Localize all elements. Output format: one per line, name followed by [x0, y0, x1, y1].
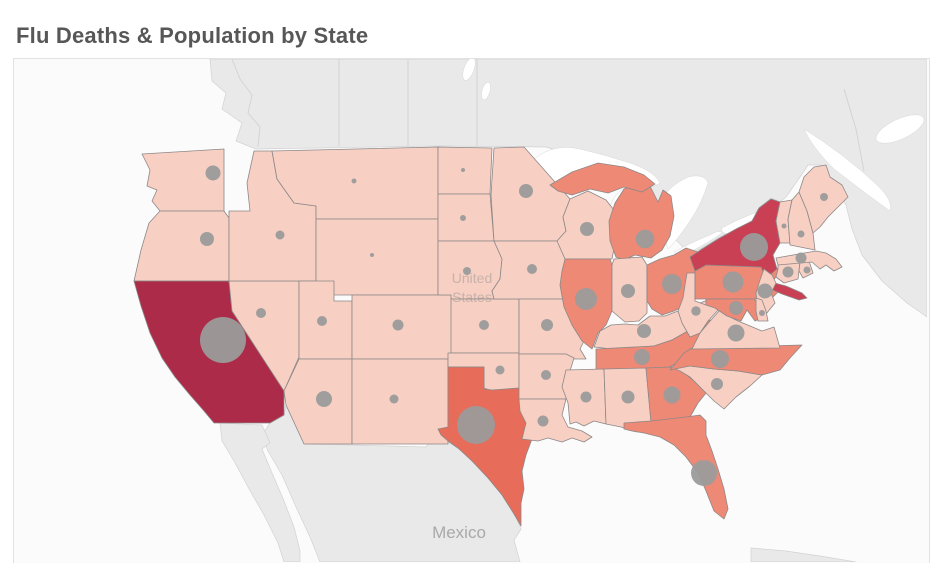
population-bubble-ri[interactable]: [803, 266, 811, 274]
population-bubble-nh[interactable]: [797, 230, 805, 238]
population-bubble-az[interactable]: [316, 391, 332, 407]
population-bubble-ma[interactable]: [795, 252, 807, 264]
population-bubble-ks[interactable]: [479, 320, 489, 330]
population-bubble-ky[interactable]: [637, 324, 651, 338]
population-bubble-nj[interactable]: [757, 283, 773, 299]
population-bubbles-layer: [200, 165, 828, 486]
population-bubble-ny[interactable]: [740, 233, 768, 261]
population-bubble-nm[interactable]: [389, 394, 399, 404]
population-bubble-mt[interactable]: [351, 178, 357, 184]
population-bubble-va[interactable]: [727, 324, 745, 342]
population-bubble-pa[interactable]: [722, 271, 744, 293]
population-bubble-de[interactable]: [759, 310, 765, 316]
population-bubble-ok[interactable]: [495, 365, 505, 375]
population-bubble-co[interactable]: [392, 319, 404, 331]
population-bubble-la[interactable]: [537, 415, 549, 427]
population-bubble-fl[interactable]: [691, 460, 717, 486]
population-bubble-ga[interactable]: [663, 386, 681, 404]
us-map-panel: United States Mexico: [13, 58, 930, 563]
population-bubble-mo[interactable]: [541, 319, 553, 331]
inland-water: [875, 114, 925, 144]
state-new-mexico[interactable]: [351, 358, 449, 445]
population-bubble-tn[interactable]: [634, 349, 650, 365]
population-bubble-or[interactable]: [200, 232, 214, 246]
population-bubble-wi[interactable]: [580, 222, 594, 236]
population-bubble-ia[interactable]: [527, 264, 537, 274]
state-north-dakota[interactable]: [437, 146, 493, 195]
population-bubble-sd[interactable]: [460, 215, 466, 221]
population-bubble-ar[interactable]: [541, 370, 551, 380]
population-bubble-in[interactable]: [621, 284, 635, 298]
population-bubble-wy[interactable]: [370, 253, 374, 257]
population-bubble-nv[interactable]: [256, 308, 266, 318]
population-bubble-ut[interactable]: [317, 316, 327, 326]
population-bubble-sc[interactable]: [711, 378, 723, 390]
inland-water: [481, 81, 491, 101]
population-bubble-mi[interactable]: [635, 229, 655, 249]
population-bubble-nd[interactable]: [461, 168, 465, 172]
population-bubble-md[interactable]: [729, 301, 743, 315]
state-michigan[interactable]: [549, 162, 656, 196]
inland-water: [462, 59, 476, 81]
province-border: [231, 59, 261, 148]
state-florida[interactable]: [623, 414, 729, 520]
population-bubble-me[interactable]: [820, 193, 828, 201]
population-bubble-ct[interactable]: [782, 266, 794, 278]
state-texas[interactable]: [437, 366, 533, 527]
cuba-landmass: [750, 547, 857, 562]
population-bubble-id[interactable]: [275, 230, 285, 240]
page-title: Flu Deaths & Population by State: [16, 22, 369, 48]
population-bubble-tx[interactable]: [457, 406, 495, 444]
population-bubble-ms[interactable]: [580, 391, 592, 403]
state-north-carolina[interactable]: [669, 344, 803, 376]
population-bubble-wv[interactable]: [691, 306, 701, 316]
state-west-virginia[interactable]: [677, 272, 720, 338]
population-bubble-mn[interactable]: [519, 184, 533, 198]
population-bubble-ne[interactable]: [463, 267, 471, 275]
population-bubble-oh[interactable]: [662, 274, 682, 294]
gulf-of-st-lawrence: [803, 128, 891, 212]
baja-california-peninsula: [219, 422, 301, 562]
state-south-dakota[interactable]: [437, 193, 495, 242]
population-bubble-il[interactable]: [575, 288, 597, 310]
state-delaware[interactable]: [755, 297, 769, 322]
state-washington[interactable]: [141, 148, 225, 212]
population-bubble-wa[interactable]: [205, 165, 221, 181]
population-bubble-vt[interactable]: [781, 223, 787, 229]
population-bubble-al[interactable]: [621, 390, 635, 404]
province-border: [843, 88, 865, 172]
population-bubble-ca[interactable]: [200, 317, 246, 363]
population-bubble-nc[interactable]: [711, 350, 729, 368]
state-michigan[interactable]: [608, 181, 675, 261]
state-louisiana[interactable]: [518, 398, 593, 443]
